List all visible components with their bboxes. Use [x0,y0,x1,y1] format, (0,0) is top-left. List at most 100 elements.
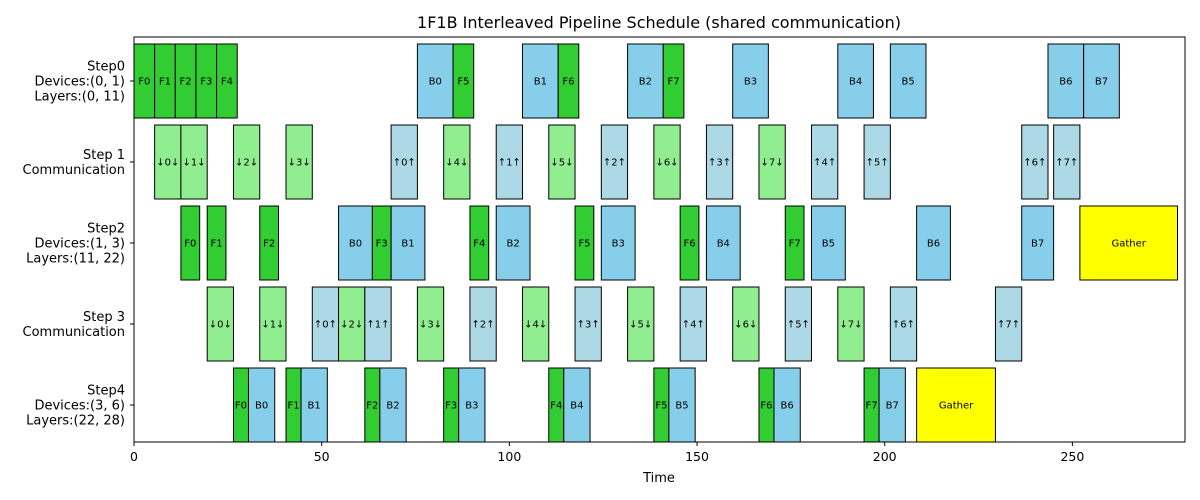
task-label: F7 [789,239,801,250]
task-bar [668,367,696,443]
task-bar [206,286,234,362]
y-tick-label-line: Layers:(0, 11) [34,90,125,105]
task-label: F1 [287,401,299,412]
task-bar [285,124,313,200]
task-label: F5 [655,401,667,412]
task-bar [338,286,366,362]
task-label: F5 [457,77,469,88]
y-tick-label-line: Layers:(22, 28) [26,414,125,429]
task-label: F4 [550,401,562,412]
task-label: F7 [668,77,680,88]
task-label: ↓5↓ [629,320,652,331]
task-bar [206,205,227,281]
task-label: ↑7↑ [997,320,1020,331]
task-bar [521,43,559,119]
x-tick-label: 200 [873,449,897,464]
task-bar [1021,124,1049,200]
row-group: ↓0↓ ↓1↓ ↑0↑ ↓2↓ ↑1↑ ↓3↓ ↑2↑ ↓4↓ ↑3↑ ↓5↓ ↑4↑ ↓6↓ ↑5↑ ↓… [206,286,1023,362]
task-label: F3 [376,239,388,250]
task-bar [705,124,734,200]
task-label: B1 [534,77,547,88]
task-label: F2 [263,239,275,250]
task-bar [653,124,681,200]
task-label: ↓2↓ [340,320,363,331]
task-bar [837,286,865,362]
task-label: B0 [255,401,268,412]
task-bar [811,124,839,200]
task-label: F0 [235,401,247,412]
task-bar [1083,43,1120,119]
y-tick-label-line: Step 1 [83,148,125,163]
task-label: B5 [675,401,688,412]
task-bar [773,367,801,443]
task-label: B6 [927,239,940,250]
y-tick-label-line: Devices:(1, 3) [34,237,125,252]
task-label: B3 [465,401,478,412]
task-label: ↑0↑ [314,320,337,331]
task-bar [469,205,490,281]
task-label: F0 [138,77,150,88]
task-label: F6 [683,239,695,250]
task-label: ↑5↑ [866,158,889,169]
task-label: ↑3↑ [577,320,600,331]
task-bar [311,286,340,362]
task-label: ↑4↑ [682,320,705,331]
y-tick-label-line: Step2 [87,222,125,237]
task-label: ↑2↑ [603,158,626,169]
task-label: B2 [506,239,519,250]
task-bar [259,205,280,281]
task-label: ↑4↑ [813,158,836,169]
task-bar [574,205,595,281]
task-label: B3 [612,239,625,250]
task-bar [495,205,531,281]
task-bar [837,43,874,119]
task-label: B4 [717,239,730,250]
task-bar [495,124,523,200]
task-bar [758,124,786,200]
task-bar [679,286,707,362]
task-bar [548,124,576,200]
y-tick-label-line: Communication [23,163,125,178]
task-label: ↓3↓ [288,158,311,169]
task-label: B0 [349,239,362,250]
task-bar [889,286,918,362]
y-tick-label: Step4 Devices:(3, 6) Layers:(22, 28) [26,384,125,429]
task-label: B5 [822,239,835,250]
task-label: ↓4↓ [445,158,468,169]
task-bar [863,124,891,200]
task-label: ↑3↑ [708,158,731,169]
plot-frame [133,36,1186,443]
y-tick-label-line: Layers:(11, 22) [26,252,125,267]
task-label: B4 [570,401,583,412]
row-group: ↓0↓ ↓1↓ ↓2↓ ↓3↓ ↑0↑ ↓4↓ ↑1↑ ↓5↓ ↑2↑ ↓6↓ ↑3↑ ↓7↓ ↑4↑ ↑… [154,124,1081,200]
task-bar [878,367,906,443]
task-bar [469,286,497,362]
y-tick-label-line: Step4 [87,384,125,399]
task-label: ↑2↑ [472,320,495,331]
task-label: F1 [159,77,171,88]
task-bar [705,205,741,281]
task-label: B3 [744,77,757,88]
task-bar [916,205,951,281]
task-label: ↑6↑ [1023,158,1046,169]
task-label: F0 [184,239,196,250]
task-bar [216,43,238,119]
task-label: ↓0↓ [156,158,179,169]
task-label: ↑7↑ [1055,158,1078,169]
task-label: B7 [886,401,899,412]
task-label: F6 [760,401,772,412]
task-label: B6 [781,401,794,412]
task-bar [232,124,261,200]
task-label: B7 [1095,77,1108,88]
y-tick-label-line: Step0 [87,60,125,75]
task-label: ↓4↓ [524,320,547,331]
task-bar [784,205,805,281]
task-label: B6 [1059,77,1072,88]
task-bar [994,286,1023,362]
x-tick-label: 50 [314,449,330,464]
task-label: B5 [902,77,915,88]
task-bar [732,286,760,362]
task-bar [784,286,813,362]
task-bar [452,43,475,119]
task-label: ↑1↑ [366,320,389,331]
